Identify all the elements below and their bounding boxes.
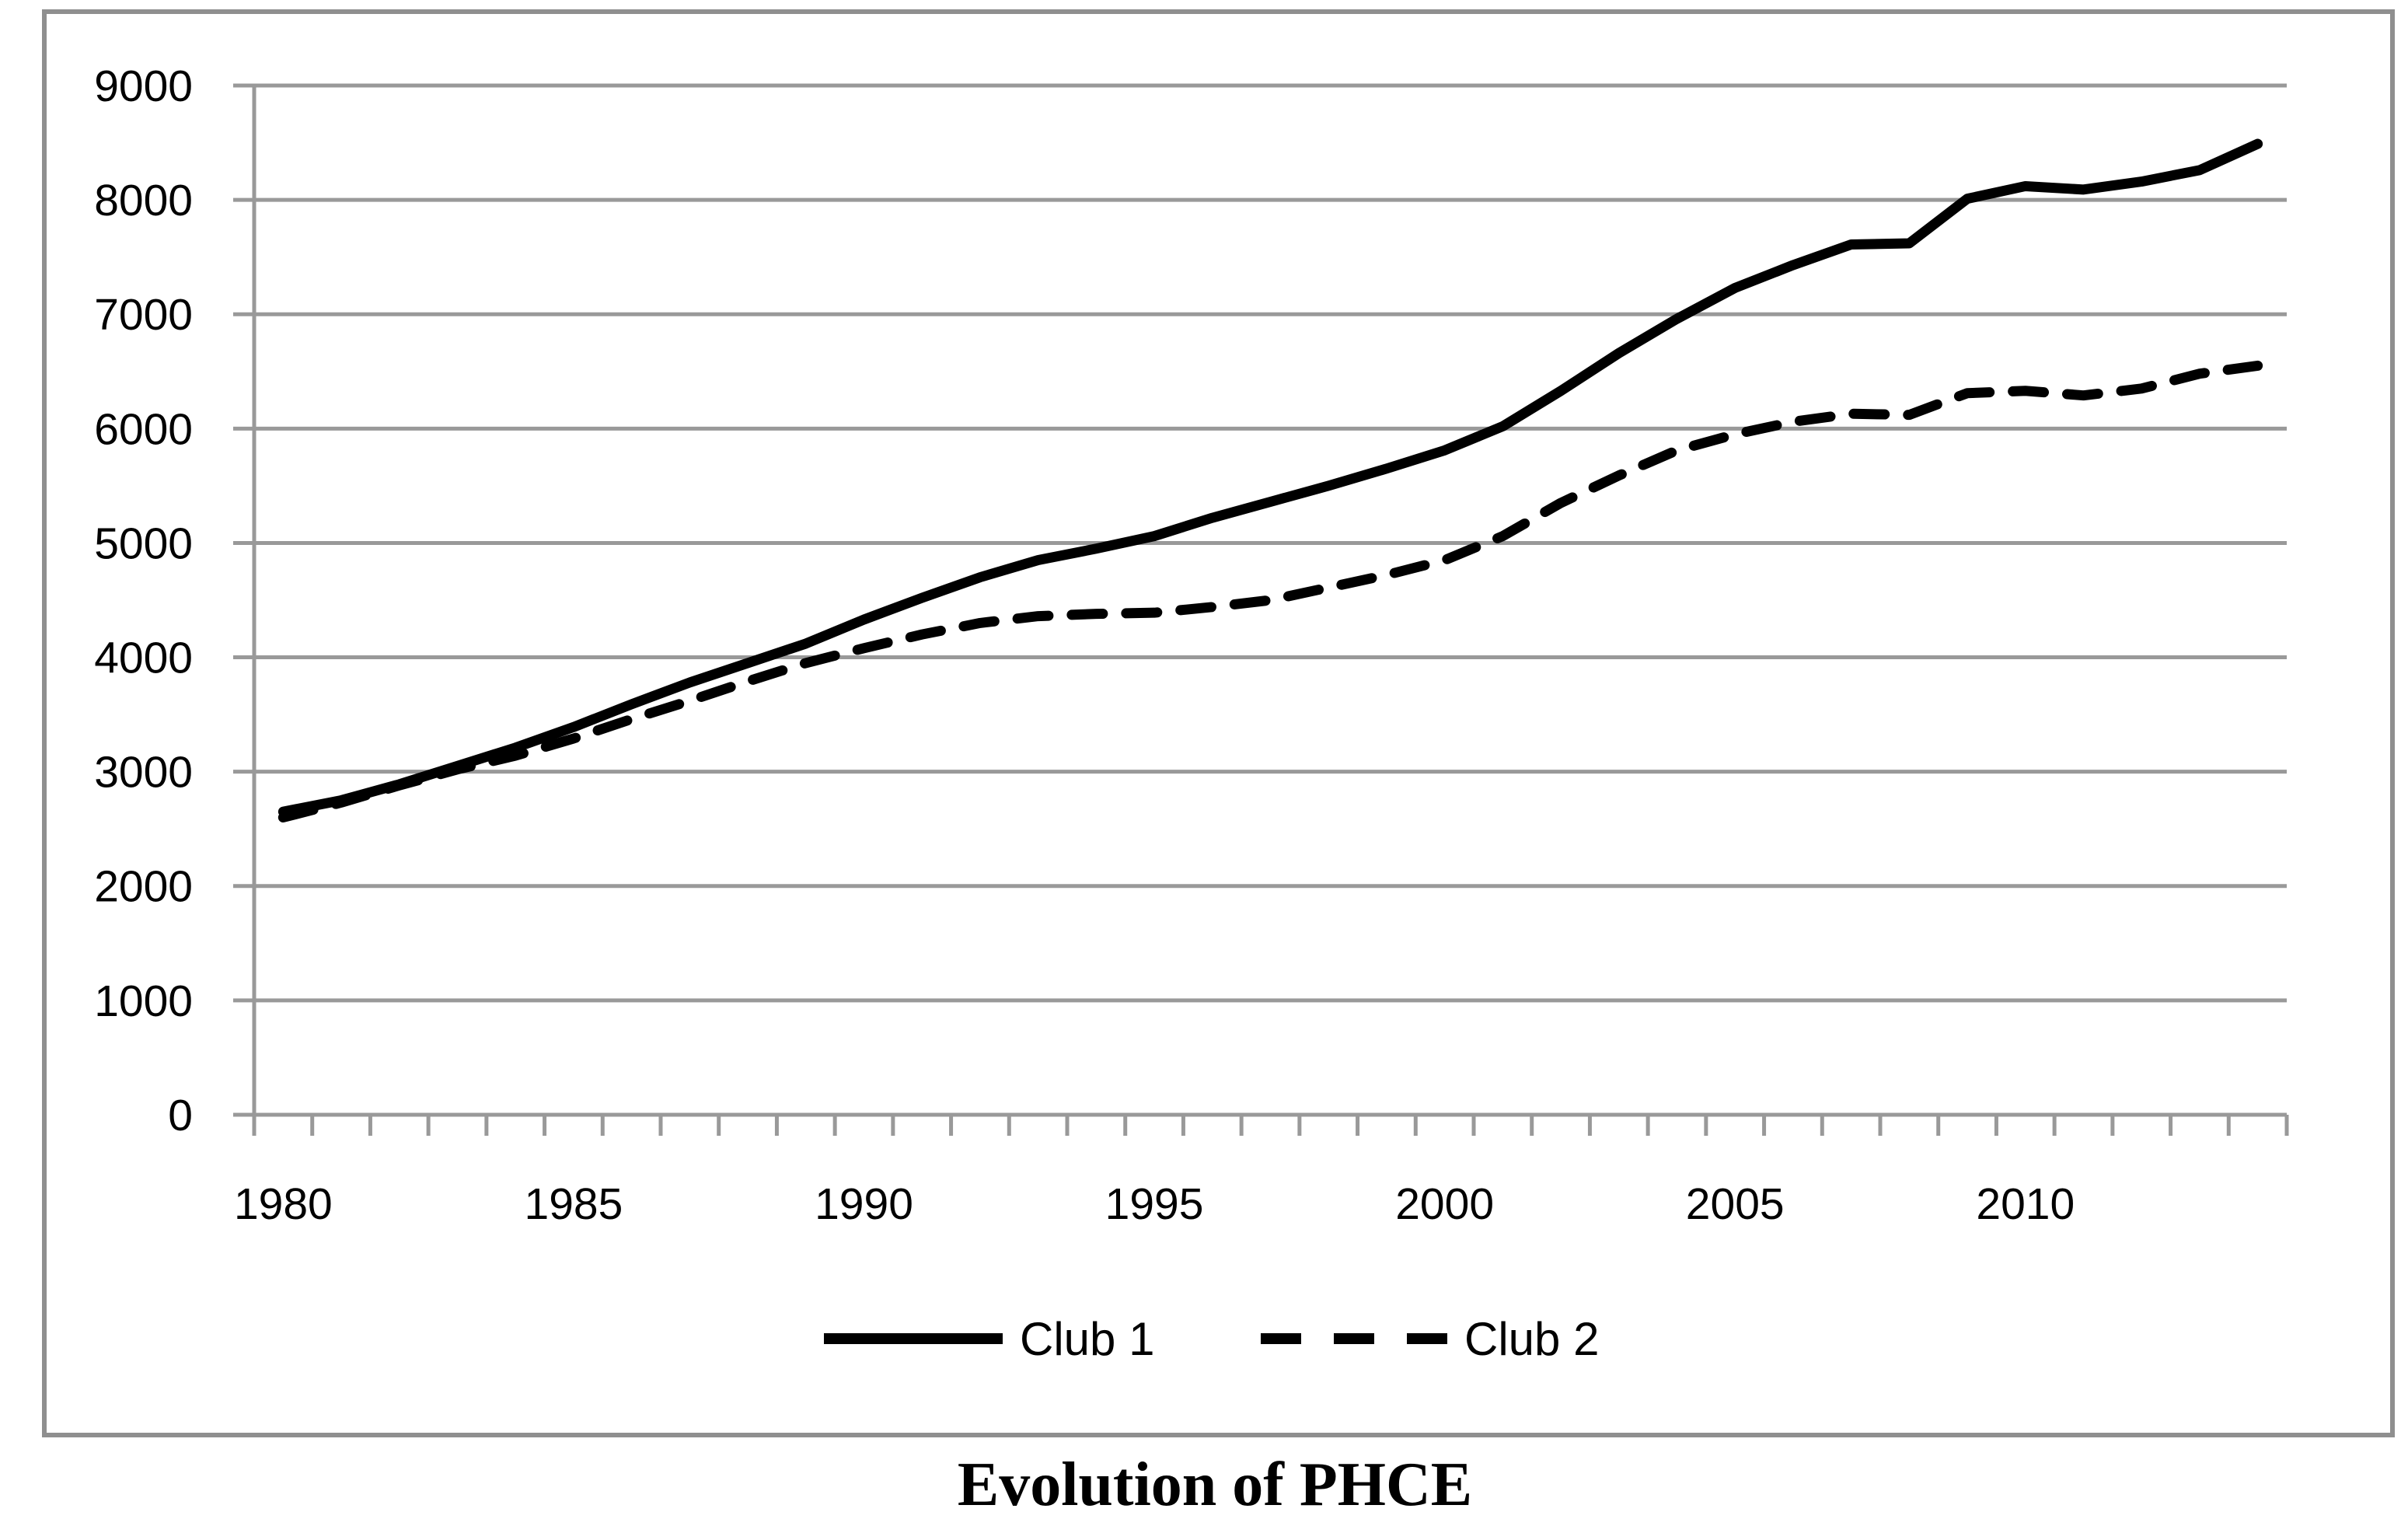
svg-text:1995: 1995 <box>1105 1179 1204 1229</box>
svg-text:6000: 6000 <box>94 404 193 454</box>
legend-label-club2: Club 2 <box>1464 1313 1599 1365</box>
data-series <box>277 138 2263 823</box>
y-tick-labels: 0 1000 2000 3000 4000 5000 6000 7000 8000 9000 <box>94 61 193 1140</box>
svg-text:1000: 1000 <box>94 976 193 1026</box>
svg-text:2000: 2000 <box>1395 1179 1494 1229</box>
club2-line <box>277 360 2263 823</box>
legend: Club 1 Club 2 <box>824 1313 1599 1365</box>
svg-text:1990: 1990 <box>815 1179 913 1229</box>
svg-text:2005: 2005 <box>1686 1179 1785 1229</box>
chart-border <box>42 9 2395 1437</box>
svg-text:4000: 4000 <box>94 634 193 683</box>
x-axis-ticks <box>252 1115 2289 1136</box>
svg-text:1980: 1980 <box>234 1179 333 1229</box>
svg-text:2010: 2010 <box>1976 1179 2075 1229</box>
svg-text:7000: 7000 <box>94 290 193 340</box>
chart-title: Evolution of PHCE <box>958 1451 1472 1519</box>
club1-line <box>277 138 2263 817</box>
svg-text:9000: 9000 <box>94 61 193 111</box>
svg-text:2000: 2000 <box>94 862 193 912</box>
x-tick-labels: 1980 1985 1990 1995 2000 2005 2010 <box>234 1179 2075 1229</box>
svg-text:3000: 3000 <box>94 748 193 798</box>
legend-label-club1: Club 1 <box>1020 1313 1154 1365</box>
svg-text:8000: 8000 <box>94 176 193 225</box>
gridlines <box>233 83 2287 1003</box>
svg-text:0: 0 <box>168 1091 193 1140</box>
svg-text:1985: 1985 <box>525 1179 623 1229</box>
svg-text:5000: 5000 <box>94 519 193 568</box>
axes <box>233 86 2287 1136</box>
